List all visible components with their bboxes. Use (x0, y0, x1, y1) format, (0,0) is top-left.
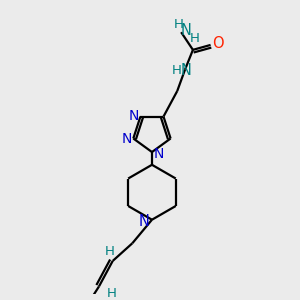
Text: H: H (107, 287, 117, 300)
Text: N: N (121, 133, 132, 146)
Text: H: H (105, 244, 115, 258)
Text: N: N (139, 214, 150, 229)
Text: N: N (128, 109, 139, 123)
Text: H: H (190, 32, 200, 45)
Text: H: H (173, 18, 183, 31)
Text: H: H (171, 64, 181, 77)
Text: N: N (181, 63, 191, 78)
Text: O: O (212, 37, 223, 52)
Text: N: N (154, 147, 164, 161)
Text: N: N (181, 23, 191, 38)
